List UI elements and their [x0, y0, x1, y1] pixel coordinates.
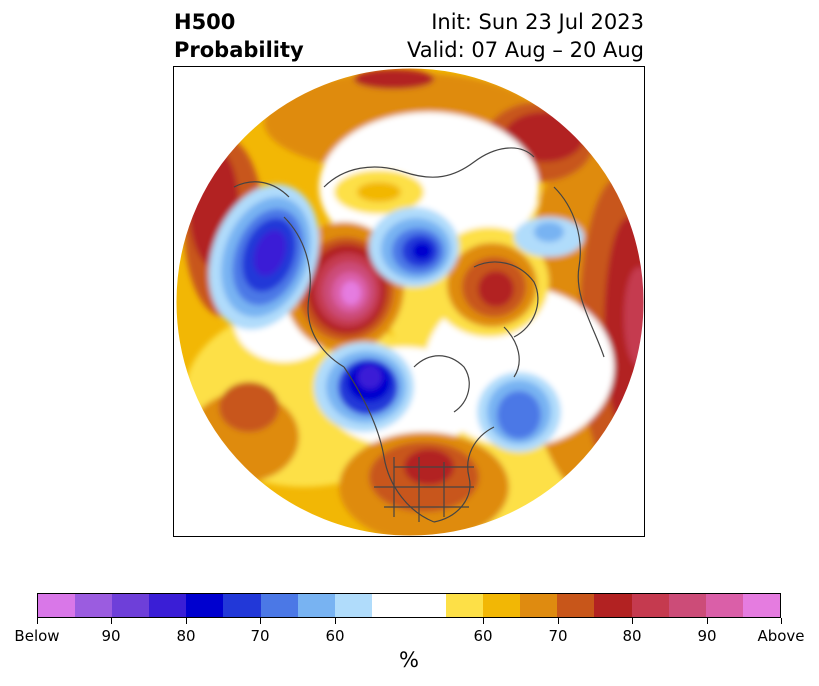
colorbar-segment	[594, 594, 632, 617]
colorbar-tick	[781, 618, 782, 624]
colorbar-tick	[37, 618, 38, 624]
colorbar-tick-label: 70	[250, 627, 270, 645]
colorbar-tick-label: 60	[473, 627, 493, 645]
colorbar-segment	[631, 594, 669, 617]
colorbar-tick-label: 70	[548, 627, 568, 645]
colorbar-segment	[705, 594, 743, 617]
colorbar-segment	[446, 594, 484, 617]
colorbar-segment	[38, 594, 76, 617]
colorbar-segment	[557, 594, 595, 617]
colorbar-segment	[149, 594, 187, 617]
colorbar-segment	[186, 594, 224, 617]
colorbar-tick	[186, 618, 187, 624]
colorbar-tick	[260, 618, 261, 624]
colorbar	[37, 593, 781, 618]
colorbar-segment	[520, 594, 558, 617]
map-svg	[175, 67, 644, 536]
title-variable: H500	[174, 10, 236, 34]
colorbar-segment	[334, 594, 372, 617]
coastlines	[233, 147, 605, 523]
colorbar-unit: %	[399, 648, 419, 672]
title-product: Probability	[174, 38, 304, 62]
colorbar-tick-label: 60	[325, 627, 345, 645]
probability-field	[176, 68, 644, 536]
colorbar-segment	[668, 594, 706, 617]
colorbar-segment	[260, 594, 298, 617]
colorbar-tick-label: 90	[697, 627, 717, 645]
colorbar-segment	[408, 594, 447, 617]
init-date: Init: Sun 23 Jul 2023	[431, 10, 644, 34]
colorbar-segment	[112, 594, 150, 617]
colorbar-segment	[371, 594, 409, 617]
colorbar-tick-label: Above	[757, 627, 805, 645]
colorbar-tick	[483, 618, 484, 624]
valid-period: Valid: 07 Aug – 20 Aug	[406, 38, 644, 62]
colorbar-segment	[75, 594, 113, 617]
chart-dates: Init: Sun 23 Jul 2023 Valid: 07 Aug – 20…	[407, 8, 644, 64]
colorbar-tick-label: 80	[176, 627, 196, 645]
colorbar-segment	[223, 594, 261, 617]
colorbar-tick-label: Below	[14, 627, 60, 645]
colorbar-segment	[742, 594, 780, 617]
probability-map	[173, 66, 645, 537]
colorbar-tick	[558, 618, 559, 624]
colorbar-tick-label: 80	[622, 627, 642, 645]
colorbar-tick	[707, 618, 708, 624]
colorbar-segment	[483, 594, 521, 617]
colorbar-tick	[632, 618, 633, 624]
colorbar-segment	[297, 594, 335, 617]
colorbar-tick	[335, 618, 336, 624]
colorbar-tick	[111, 618, 112, 624]
colorbar-tick-label: 90	[101, 627, 121, 645]
chart-title: H500 Probability	[174, 8, 304, 64]
